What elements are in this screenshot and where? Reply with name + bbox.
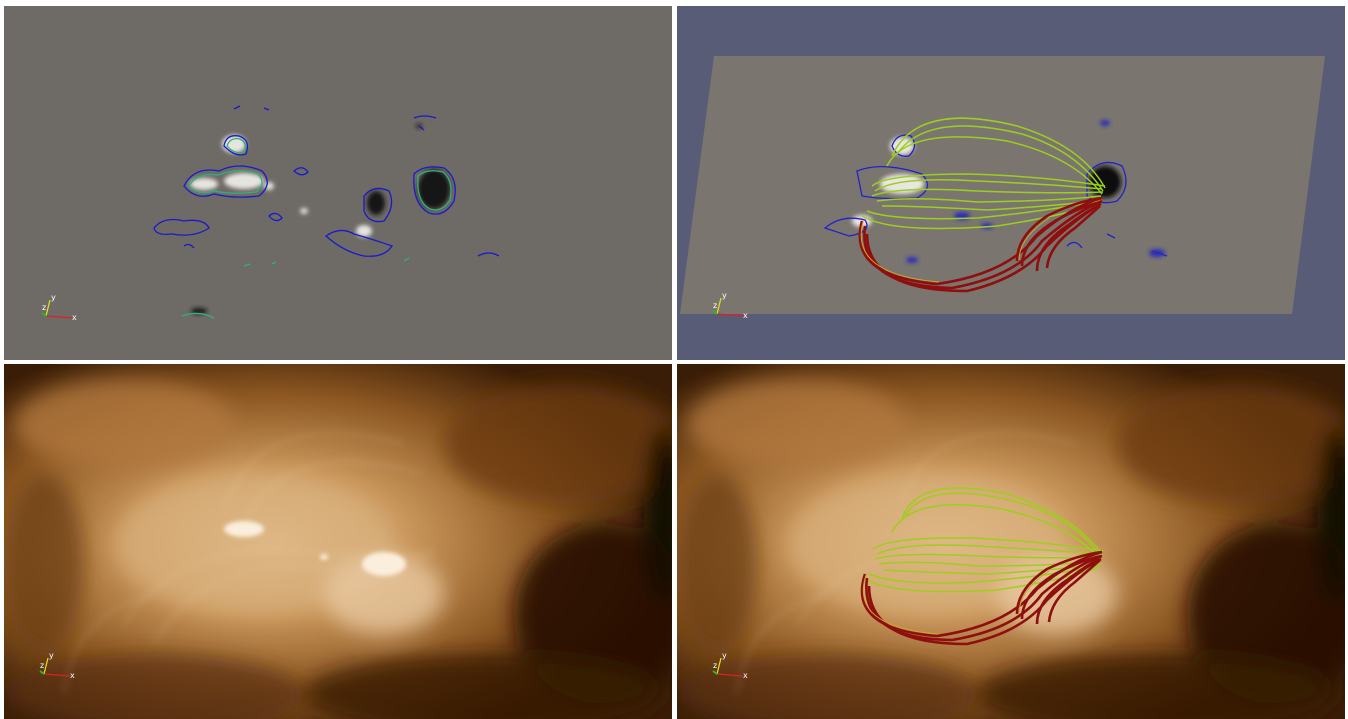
orientation-axes: x y z <box>707 651 753 686</box>
axis-label-z: z <box>40 661 45 670</box>
axis-label-y: y <box>51 293 56 302</box>
euv-image-panel: x y z <box>4 364 672 719</box>
magnetogram-plane <box>680 56 1325 314</box>
magnetogram-contour-panel: x y z <box>4 6 672 360</box>
axis-label-x: x <box>72 313 77 322</box>
axis-label-y: y <box>722 291 727 300</box>
magnetogram-fieldline-panel: x y z <box>677 6 1345 360</box>
axis-label-x: x <box>70 671 75 680</box>
fieldline-render <box>677 6 1345 360</box>
axis-label-z: z <box>713 301 718 310</box>
axis-label-x: x <box>743 311 748 320</box>
orientation-axes: x y z <box>36 293 82 328</box>
red-fieldlines <box>858 196 1103 293</box>
euv-fieldline-render <box>677 364 1345 719</box>
magnetogram-image <box>4 6 672 360</box>
red-fieldlines <box>860 550 1103 646</box>
axis-label-y: y <box>49 651 54 660</box>
euv-fieldline-panel: x y z <box>677 364 1345 719</box>
axis-label-x: x <box>743 671 748 680</box>
axis-label-z: z <box>713 661 718 670</box>
orientation-axes: x y z <box>707 291 753 326</box>
axis-label-z: z <box>42 303 47 312</box>
orientation-axes: x y z <box>34 651 80 686</box>
euv-image <box>4 364 672 719</box>
axis-label-y: y <box>722 651 727 660</box>
contour-lines <box>153 105 500 319</box>
